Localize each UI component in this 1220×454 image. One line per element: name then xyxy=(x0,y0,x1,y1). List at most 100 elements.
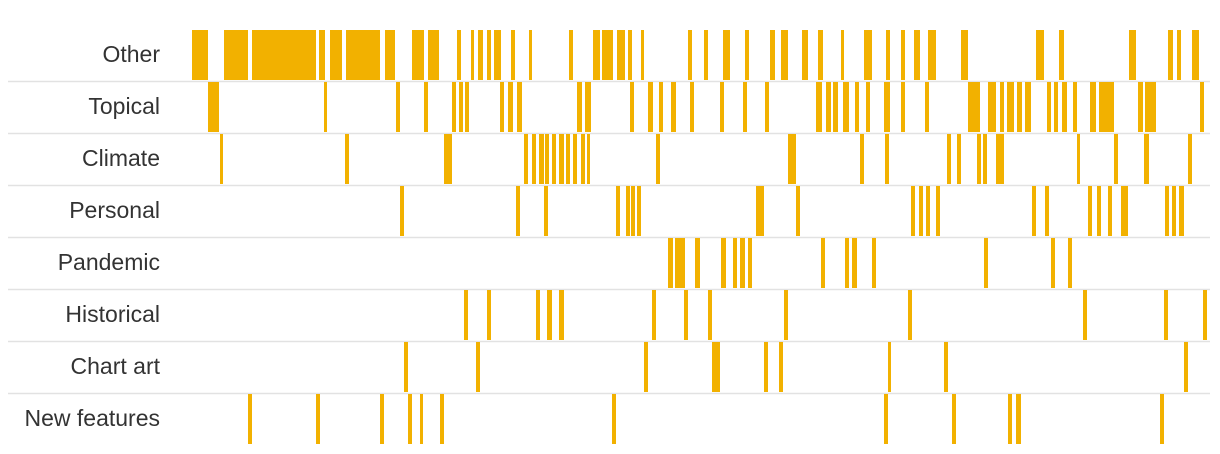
strip-mark xyxy=(1188,134,1192,184)
strip-mark xyxy=(641,30,644,80)
strip-mark xyxy=(1008,394,1012,444)
strip-mark xyxy=(988,82,996,132)
strip-mark xyxy=(494,30,501,80)
strip-mark xyxy=(577,82,582,132)
strip-mark xyxy=(581,134,585,184)
strip-mark xyxy=(826,82,831,132)
strip-mark xyxy=(539,134,544,184)
strip-mark xyxy=(412,30,424,80)
strip-mark xyxy=(733,238,737,288)
strip-mark xyxy=(452,82,456,132)
strip-mark xyxy=(860,134,864,184)
strip-mark xyxy=(248,394,252,444)
strip-mark xyxy=(802,30,808,80)
strip-mark xyxy=(345,134,349,184)
strip-mark xyxy=(1168,30,1173,80)
strip-mark xyxy=(841,30,844,80)
strip-mark xyxy=(1073,82,1077,132)
strip-mark xyxy=(688,30,692,80)
strip-mark xyxy=(855,82,859,132)
strip-mark xyxy=(1032,186,1036,236)
row-label: Topical xyxy=(88,93,160,119)
strip-mark xyxy=(821,238,825,288)
strip-mark xyxy=(478,30,483,80)
strip-mark xyxy=(911,186,915,236)
strip-mark xyxy=(192,30,208,80)
strip-mark xyxy=(872,238,876,288)
strip-mark xyxy=(587,134,590,184)
strip-mark xyxy=(723,30,730,80)
strip-mark xyxy=(1077,134,1080,184)
strip-mark xyxy=(1097,186,1101,236)
strip-mark xyxy=(1179,186,1184,236)
strip-mark xyxy=(779,342,783,392)
strip-mark xyxy=(524,134,528,184)
strip-mark xyxy=(968,82,980,132)
strip-mark xyxy=(465,82,469,132)
strip-mark xyxy=(925,82,929,132)
strip-mark xyxy=(252,30,316,80)
strip-mark xyxy=(1192,30,1199,80)
row-label: New features xyxy=(24,405,160,431)
strip-mark xyxy=(770,30,775,80)
strip-mark xyxy=(630,82,634,132)
strip-mark xyxy=(996,134,1004,184)
strip-mark xyxy=(818,30,823,80)
strip-mark xyxy=(796,186,800,236)
strip-mark xyxy=(324,82,327,132)
strip-mark xyxy=(420,394,423,444)
strip-mark xyxy=(1177,30,1181,80)
strip-mark xyxy=(961,30,968,80)
strip-mark xyxy=(712,342,720,392)
strip-mark xyxy=(1054,82,1058,132)
strip-mark xyxy=(330,30,342,80)
strip-mark xyxy=(208,82,219,132)
strip-mark xyxy=(884,82,890,132)
strip-mark xyxy=(1165,186,1169,236)
strip-mark xyxy=(648,82,653,132)
row-dividers xyxy=(8,80,1210,395)
strip-mark xyxy=(756,186,764,236)
strip-mark xyxy=(684,290,688,340)
strip-mark xyxy=(616,186,620,236)
strip-mark xyxy=(1068,238,1072,288)
strip-mark xyxy=(1007,82,1014,132)
strip-mark xyxy=(547,290,552,340)
strip-mark xyxy=(908,290,912,340)
strip-mark xyxy=(487,30,491,80)
row-label: Pandemic xyxy=(58,249,160,275)
strip-mark xyxy=(764,342,768,392)
strip-mark xyxy=(914,30,920,80)
strip-mark xyxy=(885,134,889,184)
strip-mark xyxy=(536,290,540,340)
strip-mark xyxy=(559,134,564,184)
strip-mark xyxy=(408,394,412,444)
strip-mark xyxy=(740,238,745,288)
strip-mark xyxy=(695,238,700,288)
strip-mark xyxy=(1172,186,1176,236)
strip-mark xyxy=(396,82,400,132)
strip-mark xyxy=(644,342,648,392)
strip-mark xyxy=(444,134,452,184)
strip-mark xyxy=(593,30,600,80)
strip-mark xyxy=(884,394,888,444)
strip-mark xyxy=(631,186,635,236)
strip-mark xyxy=(1160,394,1164,444)
strip-mark xyxy=(385,30,395,80)
strip-mark xyxy=(319,30,325,80)
strip-mark xyxy=(1203,290,1207,340)
strip-mark xyxy=(652,290,656,340)
strip-mark xyxy=(545,134,549,184)
strip-mark xyxy=(784,290,788,340)
strip-mark xyxy=(552,134,556,184)
strip-mark xyxy=(220,134,223,184)
strip-mark xyxy=(983,134,987,184)
strip-mark xyxy=(936,186,940,236)
strip-mark xyxy=(516,186,520,236)
strip-mark xyxy=(457,30,461,80)
strip-mark xyxy=(424,82,428,132)
strip-mark xyxy=(626,186,630,236)
strip-mark xyxy=(690,82,694,132)
strip-mark xyxy=(459,82,463,132)
